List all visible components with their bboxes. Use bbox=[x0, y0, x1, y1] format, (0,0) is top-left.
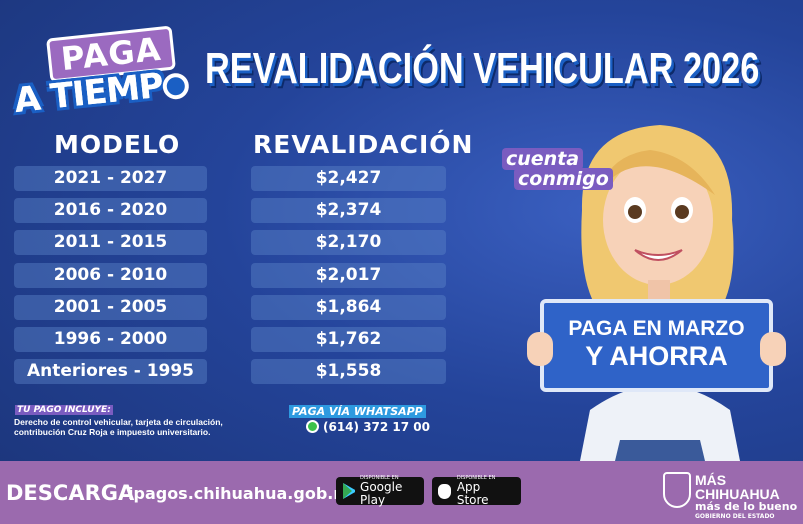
apple-icon bbox=[438, 483, 451, 499]
right-hand bbox=[760, 332, 786, 366]
state-shield-icon bbox=[663, 472, 691, 508]
table-cell-modelo: 2001 - 2005 bbox=[14, 294, 207, 320]
government-logo: MÁS CHIHUAHUA más de lo bueno GOBIERNO D… bbox=[695, 473, 803, 520]
logo-a-tiempo: A TIEMP bbox=[12, 63, 191, 122]
app-store-button[interactable]: DISPONIBLE EN App Store bbox=[432, 475, 521, 507]
promo-sign: PAGA EN MARZO Y AHORRA bbox=[540, 299, 773, 392]
footer-bar: DESCARGA ipagos.chihuahua.gob.mx DISPONI… bbox=[0, 461, 803, 524]
gob-line1: MÁS CHIHUAHUA bbox=[695, 472, 780, 502]
table-cell-monto: $2,017 bbox=[251, 262, 446, 288]
apple-small: DISPONIBLE EN bbox=[456, 475, 496, 481]
logo-tiempo-text: A TIEMP bbox=[12, 65, 165, 122]
cuenta-conmigo-badge: cuenta conmigo bbox=[500, 148, 613, 208]
table-cell-monto: $2,170 bbox=[251, 230, 446, 256]
page-title: REVALIDACIÓN VEHICULAR 2026 bbox=[205, 44, 760, 93]
table-cell-modelo: 2016 - 2020 bbox=[14, 198, 207, 224]
table-cell-modelo: 1996 - 2000 bbox=[14, 327, 207, 352]
badge-line2: conmigo bbox=[514, 168, 613, 190]
google-small: DISPONIBLE EN bbox=[360, 475, 399, 481]
gob-line3: GOBIERNO DEL ESTADO bbox=[695, 513, 775, 520]
table-cell-modelo: 2011 - 2015 bbox=[14, 230, 207, 256]
table-cell-modelo: Anteriores - 1995 bbox=[14, 359, 207, 385]
whatsapp-title: PAGA VÍA WHATSAPP bbox=[289, 405, 426, 418]
descarga-label: DESCARGA bbox=[6, 481, 135, 505]
left-hand bbox=[527, 332, 553, 366]
table-cell-monto: $1,864 bbox=[251, 294, 446, 320]
table-cell-monto: $1,558 bbox=[251, 359, 446, 385]
table-cell-monto: $2,374 bbox=[251, 198, 446, 224]
sign-line2: Y AHORRA bbox=[585, 341, 728, 371]
whatsapp-number[interactable]: (614) 372 17 00 bbox=[306, 420, 430, 434]
download-url-link[interactable]: ipagos.chihuahua.gob.mx bbox=[128, 484, 361, 503]
whatsapp-number-text: (614) 372 17 00 bbox=[323, 420, 430, 434]
google-name: Google Play bbox=[360, 480, 403, 507]
header-modelo: MODELO bbox=[54, 130, 181, 159]
sign-line1: PAGA EN MARZO bbox=[568, 317, 745, 340]
whatsapp-icon bbox=[306, 420, 319, 433]
badge-line1: cuenta bbox=[502, 148, 584, 170]
table-cell-monto: $1,762 bbox=[251, 327, 446, 352]
header-revalidacion: REVALIDACIÓN bbox=[253, 130, 474, 159]
gob-line2: más de lo bueno bbox=[695, 500, 798, 513]
clock-icon bbox=[161, 71, 191, 100]
google-play-icon bbox=[343, 483, 356, 499]
apple-name: App Store bbox=[456, 480, 489, 507]
google-play-button[interactable]: DISPONIBLE EN Google Play bbox=[336, 475, 424, 507]
character-illustration bbox=[580, 125, 740, 461]
table-cell-modelo: 2021 - 2027 bbox=[14, 166, 207, 191]
table-cell-modelo: 2006 - 2010 bbox=[14, 262, 207, 288]
includes-title: TU PAGO INCLUYE: bbox=[15, 405, 113, 415]
table-cell-monto: $2,427 bbox=[251, 166, 446, 191]
includes-text: Derecho de control vehicular, tarjeta de… bbox=[14, 417, 223, 437]
